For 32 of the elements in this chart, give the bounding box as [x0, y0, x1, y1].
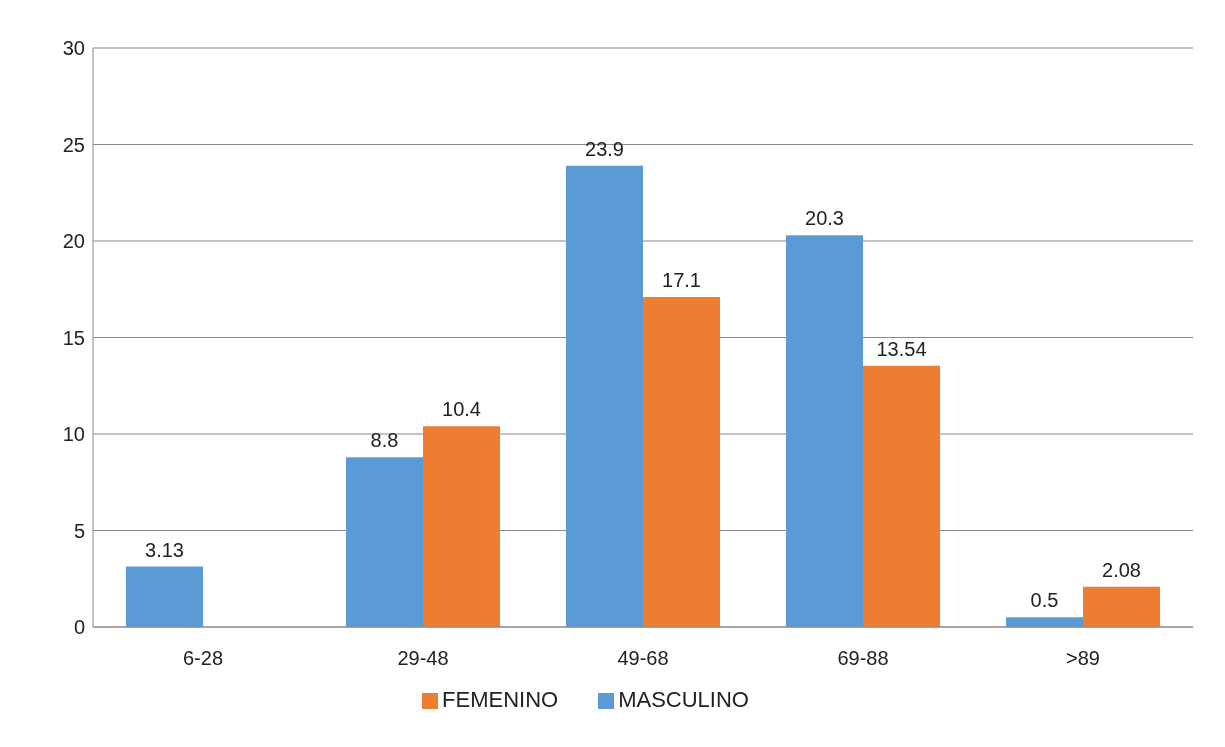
data-label: 13.54 — [876, 337, 927, 360]
bar — [566, 165, 643, 627]
x-tick-label: 29-48 — [397, 647, 449, 670]
bar — [643, 296, 720, 627]
data-label: 23.9 — [585, 137, 624, 160]
data-label: 0.5 — [1030, 589, 1059, 612]
data-label: 3.13 — [145, 538, 184, 561]
bar — [346, 457, 423, 627]
y-tick-label: 25 — [62, 133, 85, 156]
y-tick-label: 15 — [62, 326, 85, 349]
bar — [1006, 617, 1083, 627]
y-tick-label: 10 — [62, 423, 85, 446]
legend-label: MASCULINO — [618, 687, 749, 712]
bar — [423, 426, 500, 627]
x-tick-label: 49-68 — [617, 647, 669, 670]
data-label: 17.1 — [662, 268, 701, 291]
bar — [126, 566, 203, 627]
y-tick-label: 30 — [62, 37, 85, 60]
bar — [1083, 586, 1160, 627]
data-label: 20.3 — [805, 207, 844, 230]
x-tick-label: 69-88 — [837, 647, 889, 670]
bar — [863, 365, 940, 627]
x-tick-label: >89 — [1066, 647, 1100, 670]
bar — [786, 235, 863, 627]
data-label: 8.8 — [370, 429, 399, 452]
y-tick-label: 20 — [62, 230, 85, 253]
y-tick-label: 0 — [73, 616, 85, 639]
data-label: 10.4 — [442, 398, 481, 421]
legend-label: FEMENINO — [442, 687, 559, 712]
x-tick-label: 6-28 — [182, 647, 224, 670]
data-label: 2.08 — [1102, 558, 1141, 581]
y-tick-label: 5 — [73, 519, 85, 542]
